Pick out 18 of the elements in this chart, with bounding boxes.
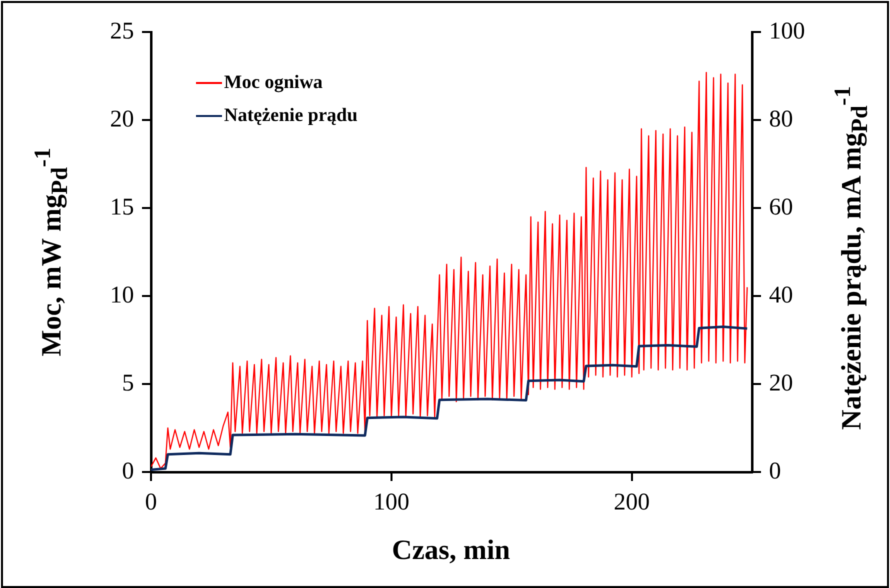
legend-label: Moc ogniwa (224, 72, 323, 94)
y2-tick-label: 40 (769, 282, 793, 308)
y-tick-label: 20 (110, 106, 134, 132)
x-tick-label: 100 (373, 490, 410, 516)
legend-label: Natężenie prądu (224, 104, 358, 126)
y-tick-label: 15 (110, 194, 134, 220)
y2-tick-label: 100 (769, 18, 805, 44)
x-axis-title: Czas, min (392, 535, 510, 567)
y-tick-label: 0 (122, 458, 134, 484)
y-tick-label: 10 (110, 282, 134, 308)
y2-tick-label: 20 (769, 370, 793, 396)
y-tick-label: 25 (110, 18, 134, 44)
y-tick-label: 5 (122, 370, 134, 396)
x-tick-label: 200 (614, 490, 650, 516)
y2-tick-label: 60 (769, 194, 793, 220)
y2-tick-label: 80 (769, 106, 793, 132)
x-tick-label: 0 (145, 490, 157, 516)
y2-tick-label: 0 (769, 458, 781, 484)
